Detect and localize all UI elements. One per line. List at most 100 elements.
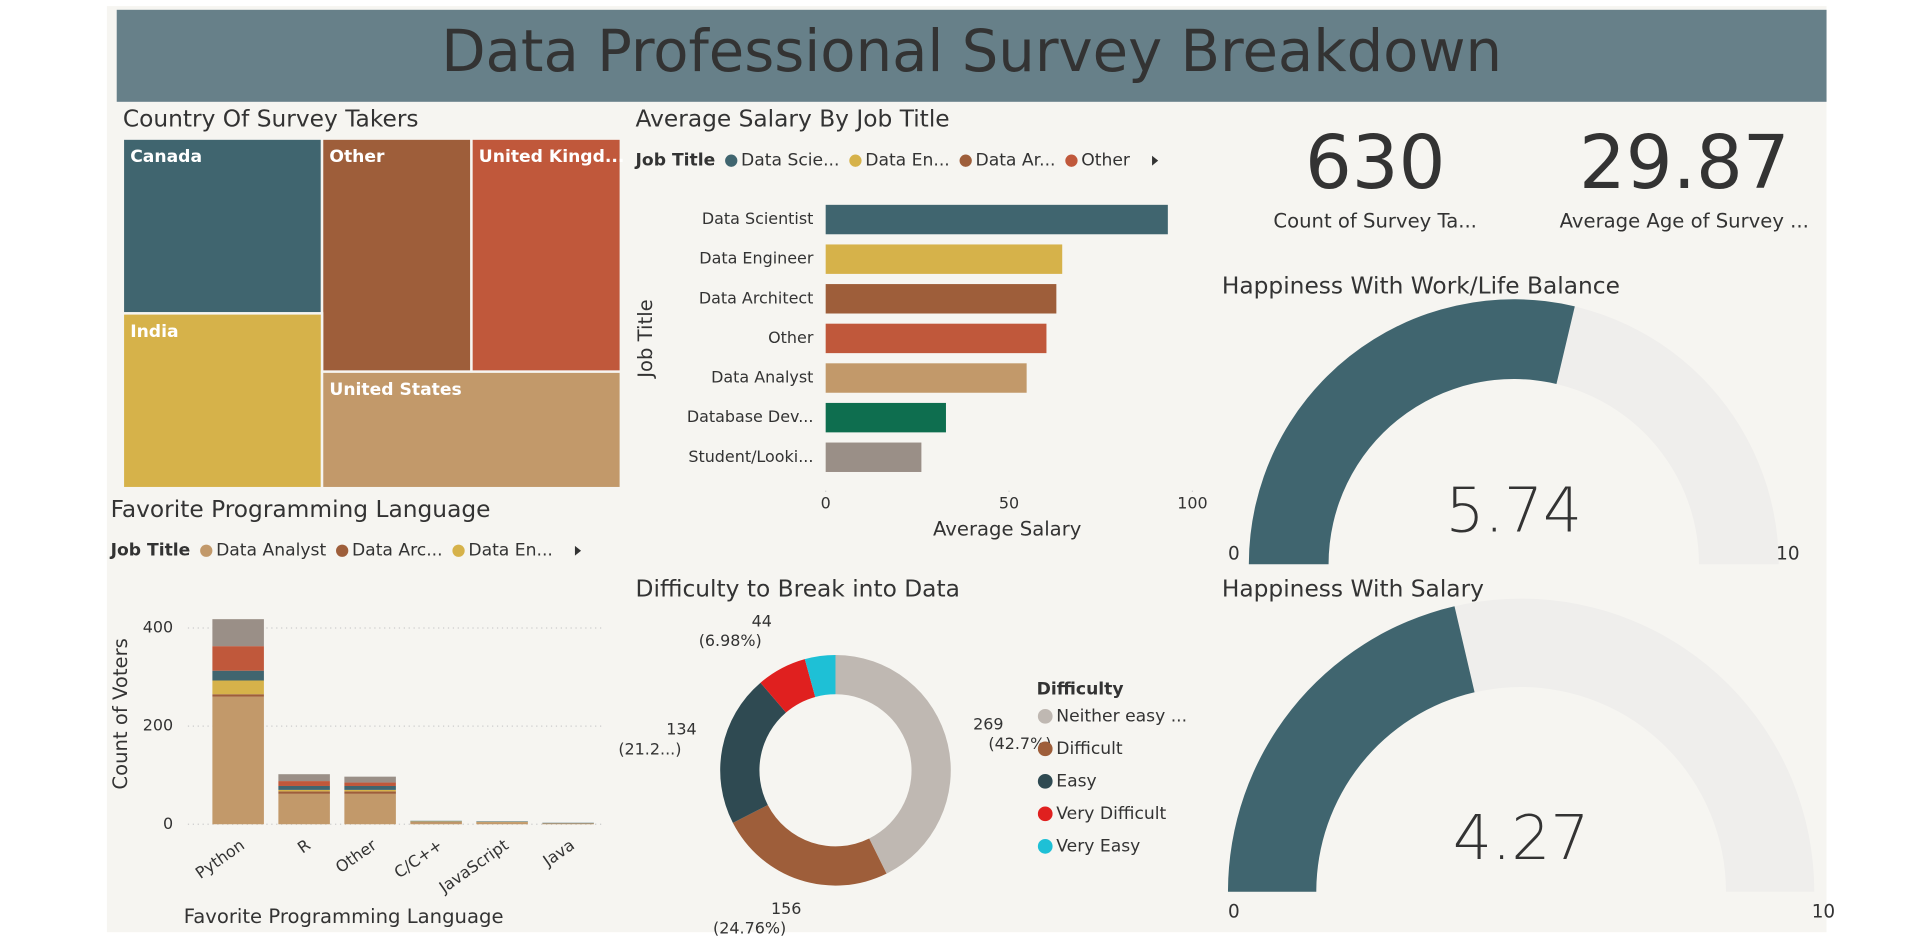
legend-label: Other [1081, 151, 1131, 171]
legend-marker [959, 154, 972, 167]
bar-segment [212, 670, 264, 681]
legend-label: Data En... [468, 541, 553, 561]
card-label: Average Age of Survey ... [1560, 210, 1809, 233]
bar-segment [278, 785, 330, 790]
card-label: Count of Survey Ta... [1273, 210, 1476, 233]
bar-segment [542, 823, 594, 825]
bar-segment [278, 791, 330, 794]
x-tick-label: 50 [999, 494, 1019, 513]
y-axis-label: Count of Voters [109, 638, 132, 790]
gauge-tick-label: 0 [1228, 902, 1240, 923]
bar-segment [212, 696, 264, 825]
x-tick-label: 0 [821, 494, 831, 513]
legend-title: Job Title [635, 151, 716, 171]
legend-marker [1037, 741, 1053, 757]
legend-more-arrow [1152, 155, 1159, 166]
bar-segment [212, 680, 264, 695]
bar-segment [476, 822, 528, 825]
y-tick-label: Data Architect [699, 288, 814, 307]
bar-segment [344, 782, 396, 786]
legend-label: Data Ar... [975, 151, 1055, 171]
legend-marker [1037, 708, 1053, 724]
legend-marker [1037, 806, 1053, 822]
y-tick-label: Student/Looki... [688, 447, 813, 466]
bar [825, 363, 1027, 393]
legend-label: Very Easy [1056, 836, 1140, 856]
legend-marker [1065, 154, 1078, 167]
treemap-tile [320, 370, 623, 490]
donut-slice [720, 682, 787, 823]
legend-marker [849, 154, 862, 167]
data-label-percent: (21.2...) [618, 739, 681, 758]
y-tick-label: Database Dev... [687, 407, 814, 426]
y-tick-label: 400 [143, 618, 173, 637]
bar-segment [212, 694, 264, 697]
card-value: 630 [1305, 121, 1445, 206]
legend-marker [725, 154, 738, 167]
chart-title: Difficulty to Break into Data [636, 575, 960, 602]
x-axis-label: Average Salary [933, 517, 1082, 540]
bar-segment [212, 619, 264, 647]
y-tick-label: Other [768, 328, 814, 347]
bar-segment [278, 789, 330, 792]
gauge-fill [1248, 299, 1575, 565]
chart-title: Favorite Programming Language [111, 496, 491, 523]
data-label: 269 [973, 714, 1003, 733]
gauge-tick-label: 10 [1812, 902, 1835, 923]
legend-label: Data Arc... [352, 541, 443, 561]
tile-label: Other [329, 147, 385, 167]
y-tick-label: Data Analyst [711, 368, 813, 387]
bar-segment [212, 646, 264, 671]
legend-title: Difficulty [1037, 679, 1124, 699]
y-tick-label: Data Engineer [699, 249, 814, 268]
bar-segment [410, 822, 462, 825]
gauge-fill [1227, 606, 1475, 892]
bar-segment [278, 793, 330, 825]
chart-title: Happiness With Work/Life Balance [1222, 273, 1620, 300]
header-band [116, 9, 1827, 102]
gauge-value: 5.74 [1446, 476, 1583, 547]
legend-marker [200, 544, 213, 557]
bar-segment [344, 776, 396, 783]
data-label-percent: (42.7%) [988, 734, 1051, 753]
bar [825, 323, 1047, 354]
gauge-value: 4.27 [1453, 803, 1590, 874]
tile-label: India [130, 322, 178, 342]
bar [825, 284, 1057, 314]
legend-label: Easy [1056, 771, 1096, 791]
y-axis-label: Job Title [634, 299, 657, 379]
gauge-tick-label: 0 [1228, 543, 1240, 564]
y-tick-label: Data Scientist [702, 209, 814, 228]
tile-label: United States [329, 380, 461, 400]
data-label-percent: (6.98%) [699, 631, 762, 650]
legend-label: Very Difficult [1056, 804, 1166, 824]
bar [825, 442, 922, 472]
x-tick-label: 100 [1177, 494, 1207, 513]
bar-segment [344, 791, 396, 794]
page-title: Data Professional Survey Breakdown [441, 17, 1502, 85]
data-label: 134 [666, 720, 696, 739]
treemap-tile [320, 137, 473, 373]
bar-segment [344, 789, 396, 792]
x-axis-label: Favorite Programming Language [184, 905, 504, 928]
legend-label: Neither easy ... [1056, 706, 1187, 726]
legend-marker [452, 544, 465, 557]
bar [825, 204, 1168, 235]
bar [825, 402, 946, 433]
treemap-tile [470, 137, 623, 373]
legend-label: Data En... [865, 151, 950, 171]
legend-marker [1037, 838, 1053, 854]
bar-segment [278, 781, 330, 786]
bar-segment [344, 793, 396, 825]
tile-label: United Kingd... [479, 147, 625, 167]
donut-slice [760, 659, 816, 713]
data-label-percent: (24.76%) [713, 919, 786, 938]
y-tick-label: 0 [163, 814, 173, 833]
card-value: 29.87 [1579, 121, 1790, 206]
bar-segment [278, 774, 330, 782]
legend-label: Data Scie... [741, 151, 839, 171]
legend-marker [336, 544, 349, 557]
bar-segment [344, 785, 396, 790]
tile-label: Canada [130, 147, 202, 167]
